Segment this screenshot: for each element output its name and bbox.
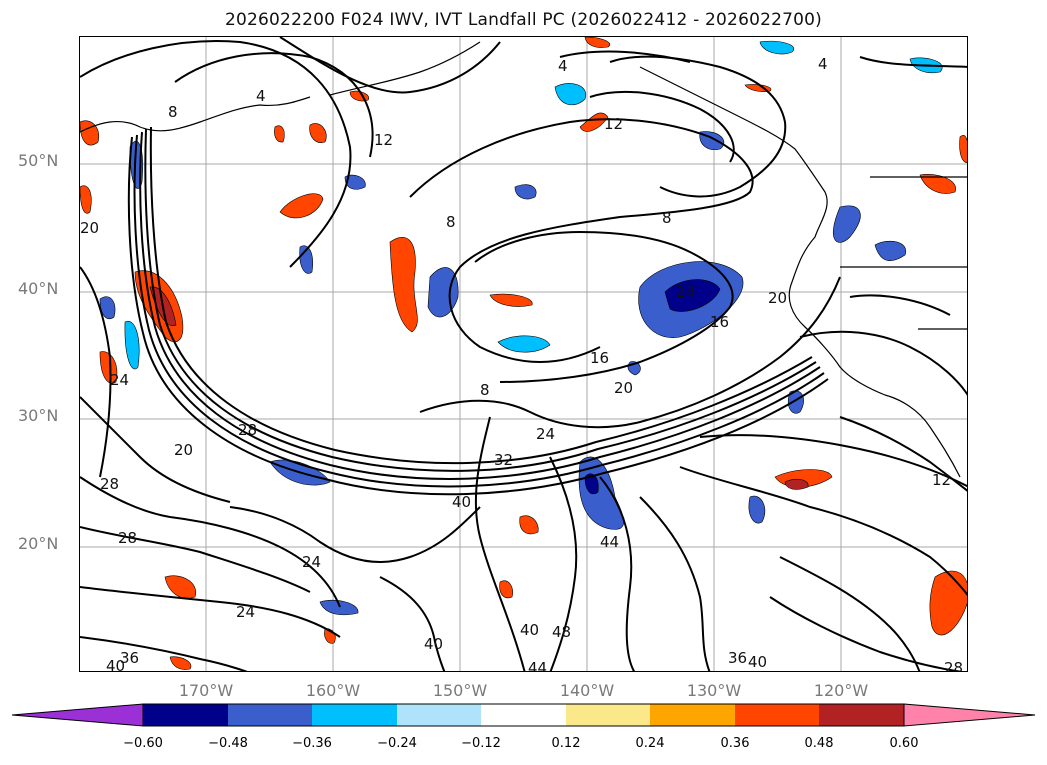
colorbar-bin-4 [397,704,481,726]
map-canvas: 4 4 4 8 8 8 8 12 12 12 16 16 20 20 20 20… [80,37,967,672]
colorbar-bin-1 [143,704,228,726]
colorbar-bin-2 [228,704,312,726]
contour-label-24d: 24 [302,553,321,571]
colorbar-min-extend [11,703,144,727]
colorbar-tick-label: 0.48 [804,736,834,751]
contour-label-20b: 20 [614,379,633,397]
colorbar-bin-5 [481,704,566,726]
contour-label-36a: 36 [120,649,139,667]
colorbar-tick-label: 0.36 [720,736,750,751]
colorbar-bin-8 [735,704,819,726]
graticule [80,37,967,671]
lat-label-30n: 30°N [18,406,59,425]
contour-label-8a: 8 [168,103,178,121]
contour-label-40b: 40 [424,635,443,653]
contour-label-36b: 36 [728,649,747,667]
colorbar-tick-label: −0.24 [377,736,417,751]
colorbar-tick-label: −0.36 [292,736,332,751]
lon-label-140w: 140°W [559,681,615,700]
colorbar-bin-9 [819,704,904,726]
contour-label-40d: 40 [520,621,539,639]
lon-label-160w: 160°W [305,681,361,700]
iwv-contours [80,37,967,671]
colorbar-tick-label: −0.60 [123,736,163,751]
contour-label-20a: 20 [768,289,787,307]
contour-label-4a: 4 [558,57,568,75]
contour-labels: 4 4 4 8 8 8 8 12 12 12 16 16 20 20 20 20… [80,55,963,672]
contour-label-24e: 24 [236,603,255,621]
colorbar-tick-label: −0.12 [461,736,501,751]
contour-label-28d: 28 [944,659,963,672]
contour-label-8c: 8 [662,209,672,227]
contour-label-24c: 24 [110,371,129,389]
lon-label-130w: 130°W [686,681,742,700]
lat-label-20n: 20°N [18,534,59,553]
lat-label-40n: 40°N [18,279,59,298]
contour-label-4b: 4 [256,87,266,105]
contour-label-8b: 8 [446,213,456,231]
contour-label-48: 48 [552,623,571,641]
negative-anomaly-patches [99,40,943,616]
lon-label-170w: 170°W [178,681,234,700]
contour-label-44b: 44 [528,659,547,672]
contour-label-24a: 24 [676,283,695,301]
colorbar-tick-label: −0.48 [208,736,248,751]
colorbar-bin-3 [312,704,397,726]
contour-label-12a: 12 [374,131,393,149]
contour-label-8d: 8 [480,381,490,399]
map-title: 2026022200 F024 IWV, IVT Landfall PC (20… [224,10,823,30]
lon-label-120w: 120°W [813,681,869,700]
colorbar-tick-label: 0.12 [551,736,581,751]
map-plot-area: 4 4 4 8 8 8 8 12 12 12 16 16 20 20 20 20… [79,36,968,672]
contour-label-12b: 12 [604,115,623,133]
colorbar-bin-7 [650,704,735,726]
colorbar-tick-label: 0.60 [889,736,919,751]
contour-label-4c: 4 [818,55,828,73]
colorbar [11,703,1036,727]
coastlines [80,41,967,478]
contour-label-40c: 40 [106,657,125,672]
colorbar-bin-6 [566,704,650,726]
contour-label-16b: 16 [590,349,609,367]
contour-label-28a: 28 [238,421,257,439]
contour-label-16a: 16 [710,313,729,331]
contour-label-20d: 20 [174,441,193,459]
contour-label-40e: 40 [748,653,767,671]
contour-label-28b: 28 [100,475,119,493]
contour-label-28c: 28 [118,529,137,547]
contour-label-32: 32 [494,451,513,469]
colorbar-max-extend [903,703,1036,727]
contour-label-20c: 20 [80,219,99,237]
positive-anomaly-patches [80,37,967,670]
colorbar-tick-label: 0.24 [635,736,665,751]
contour-label-40a: 40 [452,493,471,511]
lat-label-50n: 50°N [18,151,59,170]
contour-label-12c: 12 [932,471,951,489]
contour-label-44a: 44 [600,533,619,551]
lon-label-150w: 150°W [432,681,488,700]
contour-label-24b: 24 [536,425,555,443]
